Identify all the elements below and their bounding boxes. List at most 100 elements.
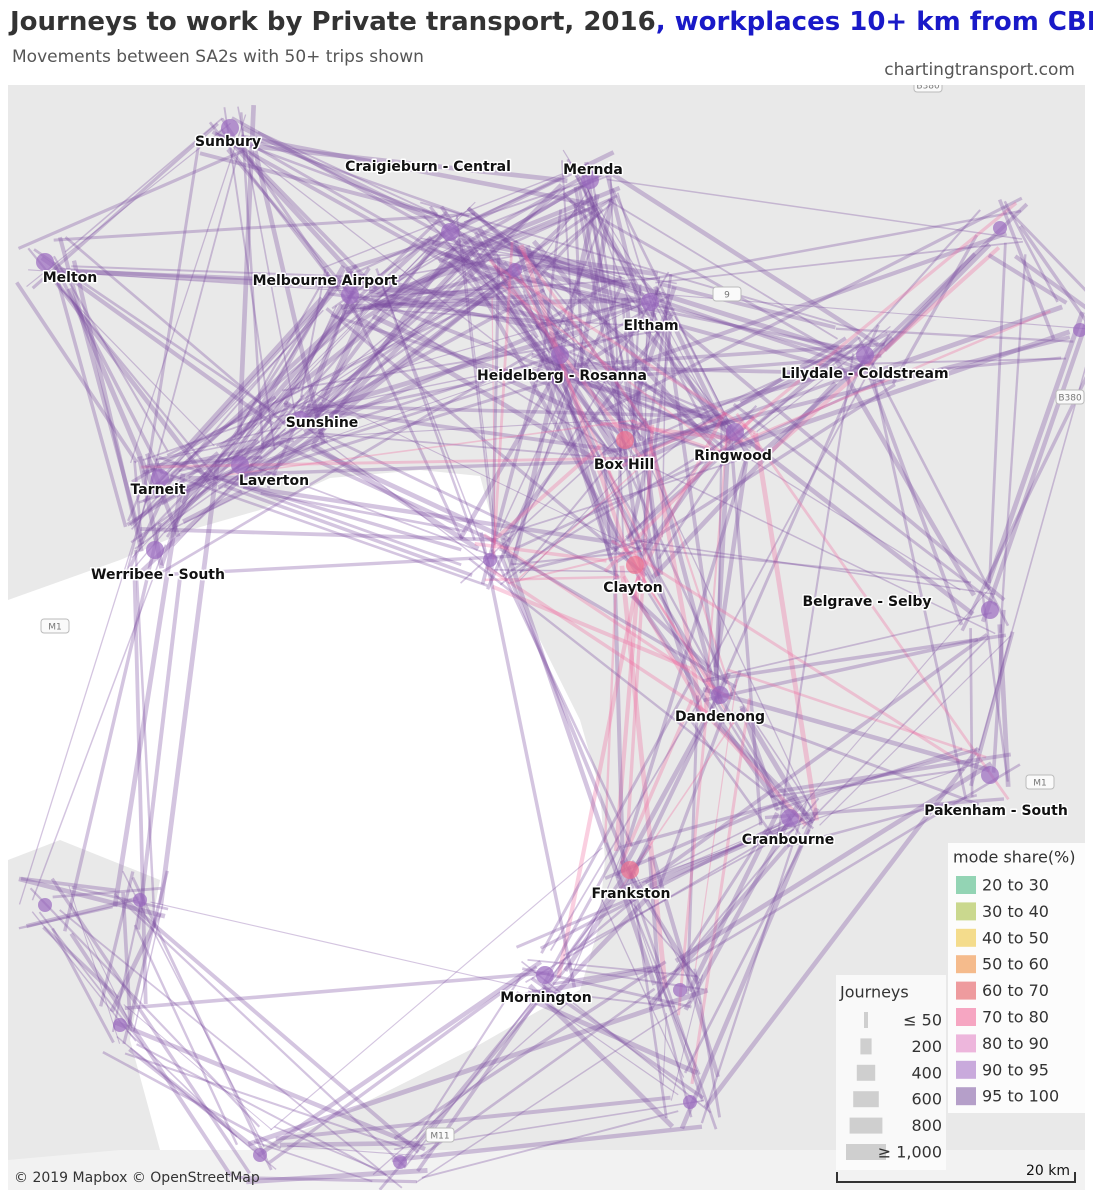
flow-line — [991, 609, 1006, 773]
flow-line — [170, 217, 474, 476]
hub — [683, 1095, 697, 1109]
flow-line — [530, 976, 704, 1100]
flow-line — [71, 260, 144, 552]
flow-line — [703, 429, 729, 711]
flow-line — [317, 431, 620, 578]
flow-line — [20, 876, 116, 893]
flow-line — [641, 825, 779, 884]
flow-line — [420, 987, 656, 1158]
flow-line — [620, 709, 743, 890]
flow-line — [42, 925, 120, 1000]
flow-line — [18, 876, 166, 919]
size-legend-title: Journeys — [839, 983, 909, 1002]
attribution: © 2019 Mapbox © OpenStreetMap — [14, 1170, 260, 1186]
hub — [581, 171, 599, 189]
source: chartingtransport.com — [884, 60, 1075, 80]
flow-line — [535, 275, 623, 329]
flow-line — [648, 441, 734, 696]
flow-line — [677, 670, 712, 1016]
flow-line — [639, 457, 713, 557]
flow-line — [142, 399, 314, 462]
hub — [626, 556, 644, 574]
flow-line — [605, 842, 663, 979]
flow-line — [348, 289, 752, 449]
hub — [113, 1018, 127, 1032]
flow-line — [250, 438, 329, 478]
flow-line — [155, 438, 257, 461]
flow-line — [527, 983, 675, 1129]
hub — [536, 966, 554, 984]
flow-line — [513, 239, 620, 542]
flow-line — [628, 285, 677, 413]
hub — [441, 223, 459, 241]
flow-line — [525, 827, 787, 984]
flow-line — [502, 426, 747, 577]
flow-line — [515, 885, 659, 949]
legend-label: 90 to 95 — [982, 1060, 1049, 1079]
flow-line — [233, 187, 566, 463]
flow-line — [243, 401, 292, 476]
flow-line — [211, 130, 490, 288]
flow-line — [237, 105, 257, 436]
flow-line — [628, 546, 972, 584]
flow-line — [610, 539, 962, 763]
legend-title: mode share(%) — [953, 848, 1076, 867]
flow-line — [499, 554, 643, 898]
flow-line — [655, 240, 1024, 284]
flow-line — [643, 316, 648, 551]
flow-line — [241, 138, 424, 245]
flow-line — [648, 828, 768, 1012]
flow-line — [458, 359, 566, 540]
flow-line — [1013, 254, 1085, 310]
flow-line — [155, 426, 281, 461]
flow-line — [602, 444, 612, 548]
flow-line — [627, 465, 649, 543]
flow-line — [673, 797, 820, 973]
hub — [231, 456, 249, 474]
flow-line — [297, 305, 338, 391]
flow-line — [338, 276, 464, 540]
flow-line — [508, 298, 713, 673]
flow-line — [498, 547, 737, 689]
flow-line — [561, 376, 714, 419]
flow-line — [112, 473, 186, 908]
flow-line — [477, 227, 627, 469]
flow-line — [70, 902, 133, 1028]
flow-line — [654, 966, 705, 1102]
legend-label: 95 to 100 — [982, 1087, 1059, 1106]
flow-line — [615, 449, 751, 877]
flow-line — [275, 1095, 671, 1141]
flow-line — [375, 268, 476, 541]
flow-line — [999, 254, 1027, 633]
flow-line — [635, 898, 718, 1130]
flow-line — [969, 628, 974, 797]
bay — [8, 470, 605, 1150]
flow-line — [479, 532, 577, 988]
flow-line — [702, 686, 991, 773]
flow-line — [533, 294, 647, 429]
flow-line — [531, 239, 717, 450]
place-label: Tarneit — [130, 482, 185, 498]
hub — [711, 686, 729, 704]
flow-line — [600, 165, 879, 347]
flow-line — [461, 245, 497, 537]
flow-line — [752, 432, 819, 821]
flow-line — [17, 149, 245, 250]
flow-line — [683, 829, 811, 1074]
hub — [981, 601, 999, 619]
flow-line — [612, 428, 624, 585]
flow-line — [670, 974, 704, 1101]
legend-swatch — [956, 1087, 976, 1106]
flow-line — [987, 253, 1068, 305]
legend-swatch — [956, 981, 976, 1000]
flow-line — [636, 632, 989, 890]
flow-line — [182, 489, 243, 524]
flow-line — [370, 258, 486, 300]
flow-line — [133, 924, 239, 1146]
flow-line — [240, 134, 470, 218]
flow-line — [121, 892, 133, 1027]
flow-line — [53, 212, 476, 242]
flow-line — [299, 422, 504, 578]
flow-line — [28, 269, 355, 292]
flow-line — [689, 718, 777, 840]
